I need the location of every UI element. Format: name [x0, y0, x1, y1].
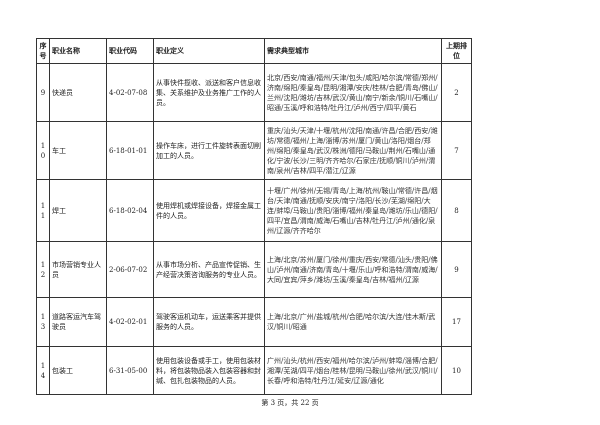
- row-cities: 上海/北京/广州/盐城/杭州/合肥/哈尔滨/大连/佳木斯/武汉/铜川/昭通: [264, 297, 442, 347]
- row-name: 道路客运汽车驾驶员: [49, 297, 107, 347]
- row-definition: 从事快件揽收、派送和客户信息收集、关系维护及业务推广工作的人员。: [153, 63, 265, 122]
- row-definition: 从事市场分析、产品宣传促销、生产经营决策咨询服务的专业人员。: [153, 241, 265, 298]
- table-row: 12 市场营销专业人员 2-06-07-02 从事市场分析、产品宣传促销、生产经…: [36, 241, 472, 298]
- row-definition: 使用包装设备或手工，使用包装材料，将包装物品装入包装容器和封缄、包扎包装物品的人…: [153, 346, 265, 395]
- row-code: 2-06-07-02: [106, 241, 154, 298]
- row-name: 市场营销专业人员: [49, 241, 107, 298]
- row-last-rank: 2: [441, 63, 472, 122]
- row-code: 6-31-05-00: [106, 346, 154, 395]
- row-last-rank: 8: [441, 179, 472, 242]
- row-cities: 重庆/汕头/天津/十堰/杭州/沈阳/南通/许昌/合肥/西安/潍坊/常德/福州/上…: [264, 121, 442, 180]
- row-index: 12: [36, 241, 50, 298]
- table-row: 13 道路客运汽车驾驶员 4-02-02-01 驾驶客运机动车，运送乘客并提供服…: [36, 297, 472, 347]
- row-code: 4-02-02-01: [106, 297, 154, 347]
- row-name: 车工: [49, 121, 107, 180]
- header-index: 序号: [36, 38, 50, 64]
- row-definition: 操作车床，进行工件旋转表面切削加工的人员。: [153, 121, 265, 180]
- header-last-rank: 上期排位: [441, 38, 472, 64]
- table-row: 14 包装工 6-31-05-00 使用包装设备或手工，使用包装材料，将包装物品…: [36, 346, 472, 395]
- header-cities: 需求典型城市: [264, 38, 442, 64]
- table-header-row: 序号 职业名称 职业代码 职业定义 需求典型城市 上期排位: [36, 38, 472, 64]
- row-cities: 北京/西安/南通/福州/天津/包头/咸阳/哈尔滨/常德/郑州/济南/绵阳/秦皇岛…: [264, 63, 442, 122]
- header-code: 职业代码: [106, 38, 154, 64]
- row-last-rank: 10: [441, 346, 472, 395]
- table-row: 9 快递员 4-02-07-08 从事快件揽收、派送和客户信息收集、关系维护及业…: [36, 63, 472, 122]
- row-cities: 十堰/广州/徐州/无锡/青岛/上海/杭州/鞍山/常德/许昌/烟台/天津/南通/抚…: [264, 179, 442, 242]
- row-index: 9: [36, 63, 50, 122]
- occupation-table: 序号 职业名称 职业代码 职业定义 需求典型城市 上期排位 9 快递员 4-02…: [36, 38, 472, 395]
- row-index: 14: [36, 346, 50, 395]
- header-definition: 职业定义: [153, 38, 265, 64]
- page-footer: 第 3 页，共 22 页: [261, 399, 319, 407]
- row-name: 快递员: [49, 63, 107, 122]
- row-last-rank: 9: [441, 241, 472, 298]
- row-last-rank: 17: [441, 297, 472, 347]
- row-last-rank: 7: [441, 121, 472, 180]
- row-code: 4-02-07-08: [106, 63, 154, 122]
- row-name: 焊工: [49, 179, 107, 242]
- row-cities: 广州/汕头/杭州/西安/福州/哈尔滨/泸州/蚌埠/淄博/合肥/湘潭/芜湖/四平/…: [264, 346, 442, 395]
- row-index: 10: [36, 121, 50, 180]
- row-code: 6-18-01-01: [106, 121, 154, 180]
- header-name: 职业名称: [49, 38, 107, 64]
- row-definition: 驾驶客运机动车，运送乘客并提供服务的人员。: [153, 297, 265, 347]
- row-code: 6-18-02-04: [106, 179, 154, 242]
- table-row: 11 焊工 6-18-02-04 使用焊机或焊接设备，焊接金属工件的人员。 十堰…: [36, 179, 472, 242]
- table-row: 10 车工 6-18-01-01 操作车床，进行工件旋转表面切削加工的人员。 重…: [36, 121, 472, 180]
- row-cities: 上海/北京/苏州/厦门/徐州/重庆/西安/常德/汕头/贵阳/佛山/泸州/南通/济…: [264, 241, 442, 298]
- row-index: 13: [36, 297, 50, 347]
- row-definition: 使用焊机或焊接设备，焊接金属工件的人员。: [153, 179, 265, 242]
- row-index: 11: [36, 179, 50, 242]
- row-name: 包装工: [49, 346, 107, 395]
